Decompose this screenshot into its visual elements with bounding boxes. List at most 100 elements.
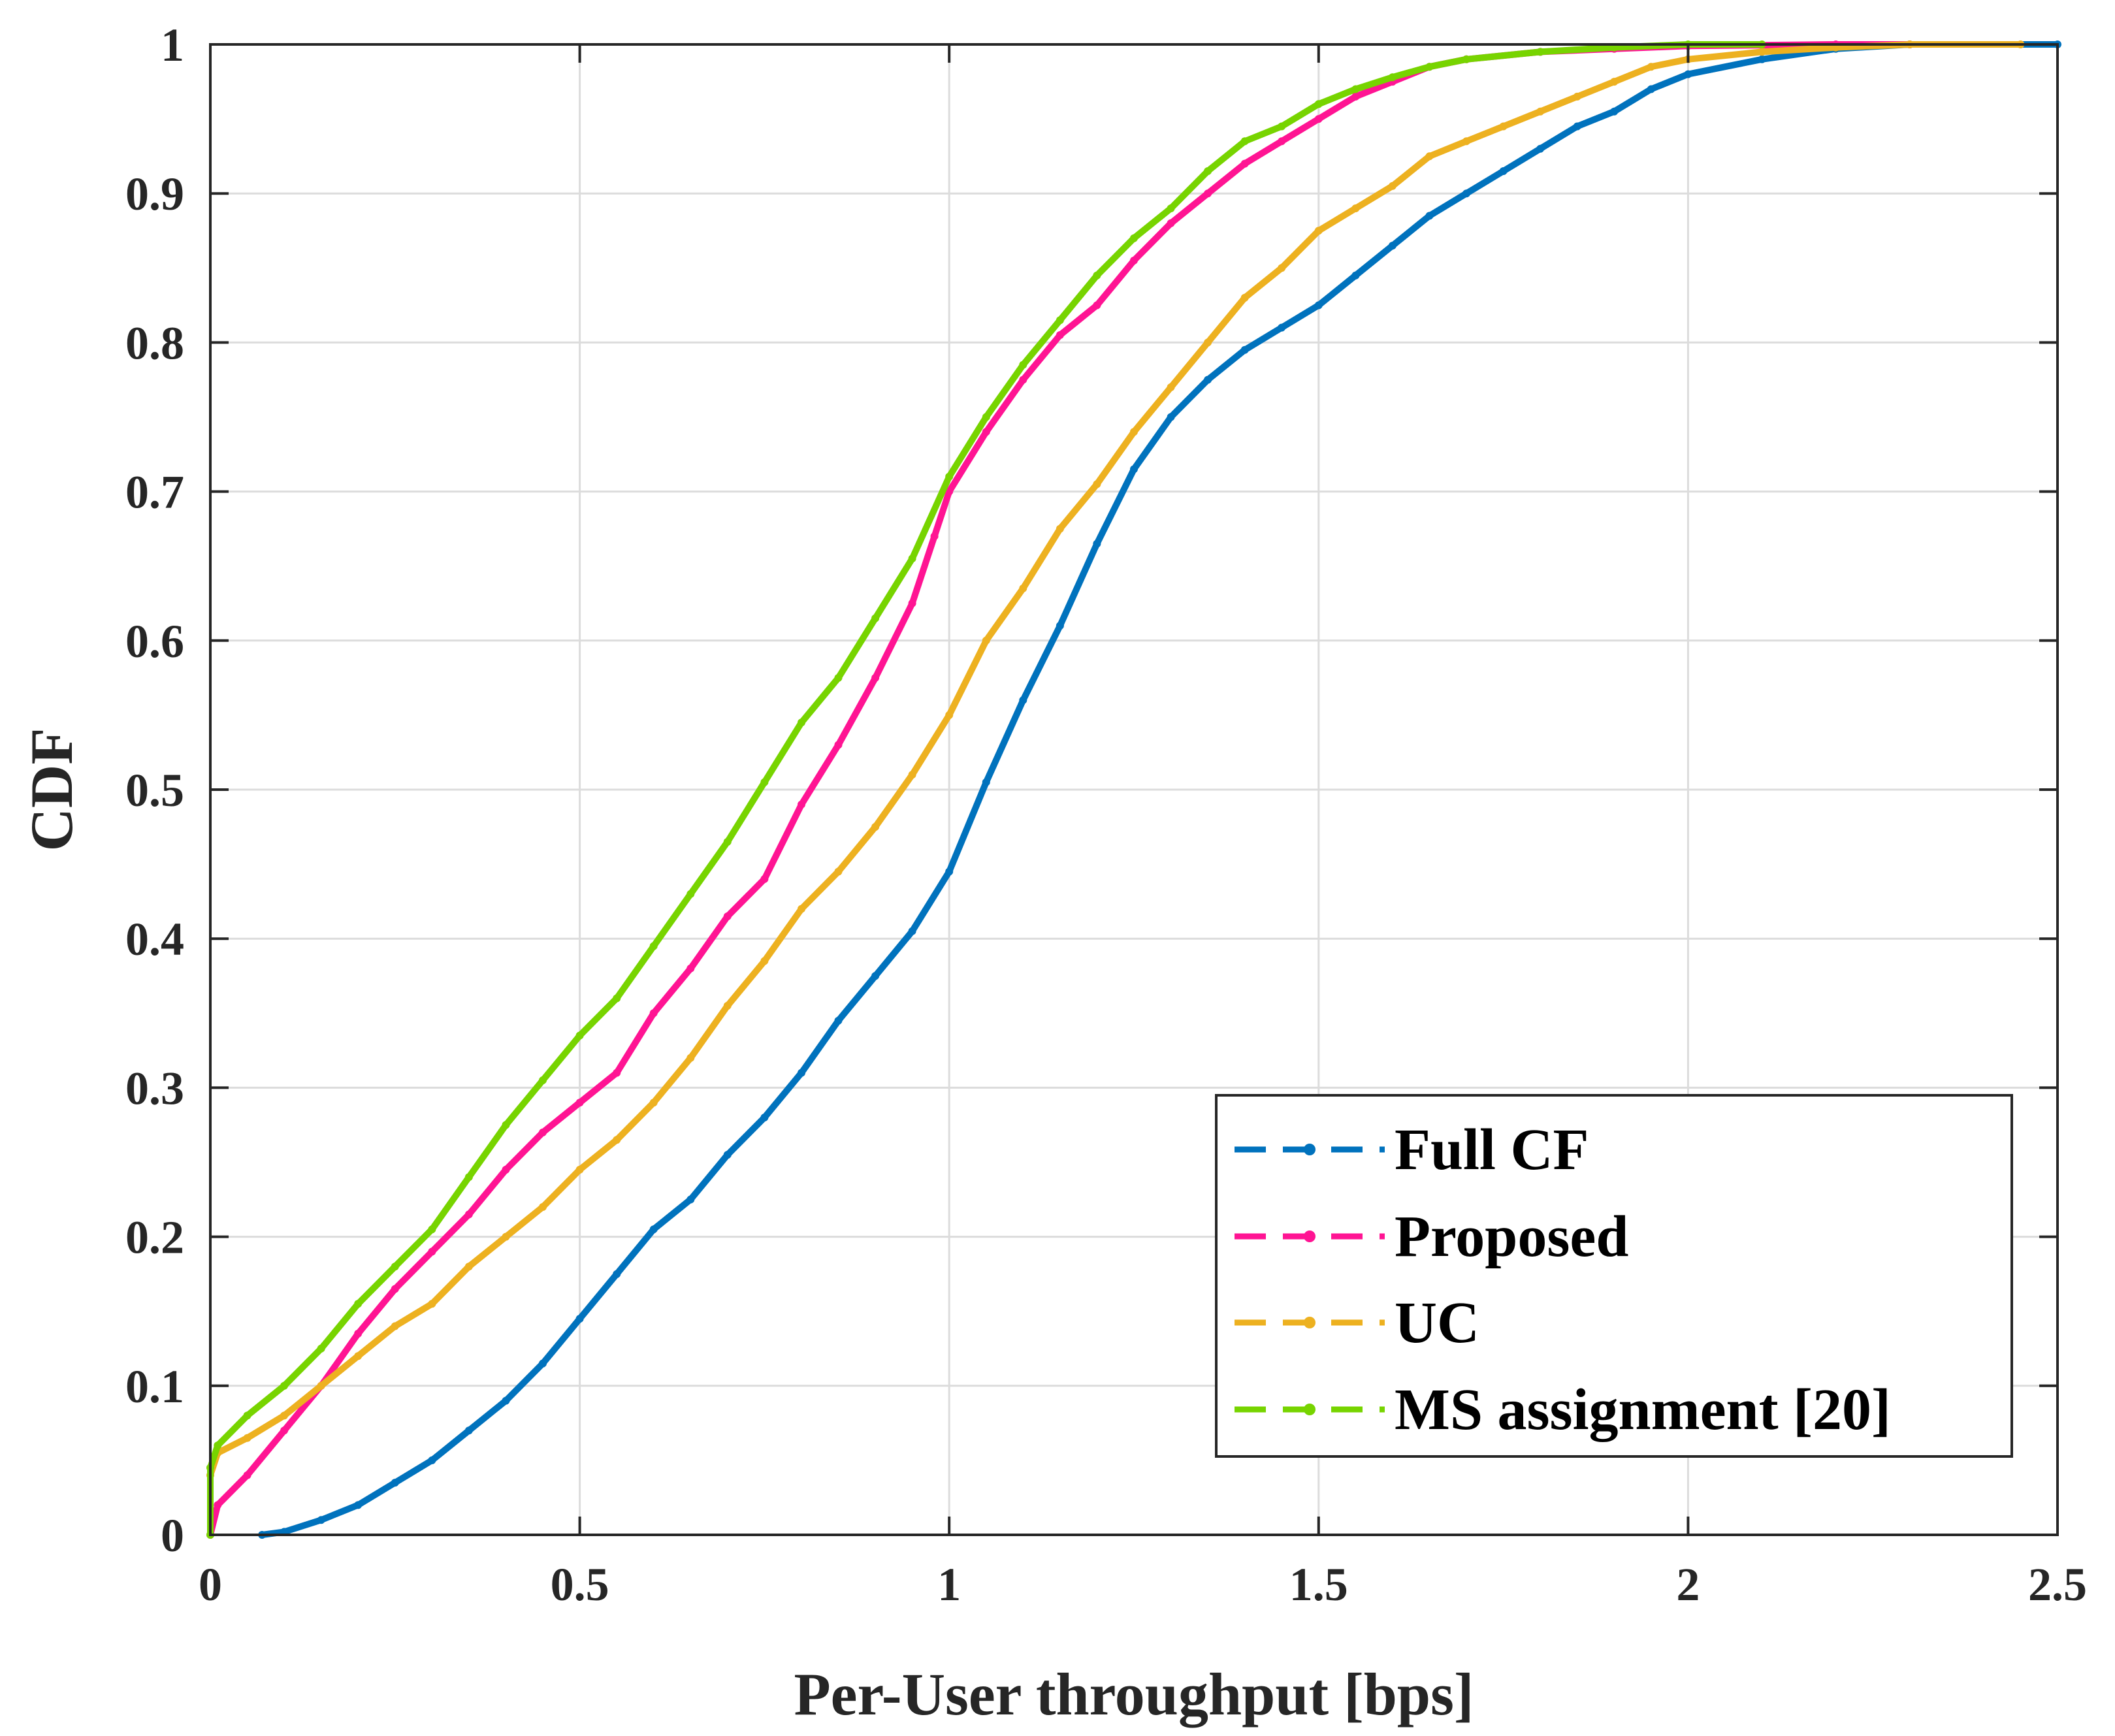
data-point xyxy=(1167,413,1175,421)
data-point xyxy=(502,1396,510,1405)
data-point xyxy=(243,1471,251,1479)
data-point xyxy=(1351,85,1360,93)
series-line xyxy=(259,41,2061,1538)
x-tick-label: 1.5 xyxy=(1289,1558,1348,1611)
grid xyxy=(210,44,2058,1535)
series-full-cf xyxy=(258,40,2061,1539)
data-point xyxy=(1314,227,1323,235)
data-point xyxy=(1019,376,1027,384)
data-point xyxy=(280,1426,289,1435)
y-tick-label: 0.8 xyxy=(125,317,184,369)
data-point xyxy=(613,1270,621,1278)
data-point xyxy=(464,1426,473,1435)
data-point xyxy=(317,1344,325,1353)
data-point xyxy=(798,1069,805,1077)
data-point xyxy=(502,1121,510,1129)
data-point xyxy=(945,711,954,719)
data-point xyxy=(1019,361,1027,369)
data-point xyxy=(1278,323,1286,332)
data-point xyxy=(214,1441,222,1450)
x-tick-label: 2 xyxy=(1676,1558,1700,1611)
data-point xyxy=(1388,242,1397,250)
data-point xyxy=(871,972,880,980)
data-point xyxy=(1388,182,1397,190)
data-point xyxy=(834,673,843,682)
data-point xyxy=(945,472,954,481)
data-point xyxy=(649,1009,658,1018)
legend: Full CF Proposed UC MS assignment [20] xyxy=(1215,1094,2013,1458)
data-point xyxy=(575,1315,584,1323)
data-point xyxy=(1462,55,1470,63)
data-point xyxy=(908,599,916,607)
data-point xyxy=(798,905,805,913)
data-point xyxy=(575,1031,584,1040)
data-point xyxy=(834,741,843,749)
data-point xyxy=(908,927,916,935)
data-point xyxy=(354,1501,363,1509)
data-point xyxy=(1647,85,1655,93)
y-tick-label: 0 xyxy=(161,1509,184,1562)
y-axis-title: CDF xyxy=(18,728,85,851)
data-point xyxy=(354,1329,363,1338)
data-point xyxy=(428,1225,436,1234)
data-point xyxy=(1130,428,1138,436)
y-tick-label: 1 xyxy=(161,19,184,71)
data-point xyxy=(464,1262,473,1271)
data-point xyxy=(982,428,990,436)
data-point xyxy=(1278,122,1286,131)
legend-label: Full CF xyxy=(1395,1117,1589,1182)
data-point xyxy=(1610,107,1619,116)
data-point xyxy=(649,1225,658,1234)
y-tick-label: 0.3 xyxy=(125,1062,184,1114)
data-point xyxy=(1499,167,1508,175)
data-point xyxy=(1130,234,1138,242)
data-point xyxy=(1278,137,1286,146)
data-point xyxy=(1204,338,1212,347)
data-point xyxy=(686,1053,695,1062)
data-point xyxy=(1314,115,1323,123)
legend-item: Proposed xyxy=(1235,1204,1628,1269)
data-point xyxy=(1425,63,1434,71)
data-point xyxy=(1093,301,1101,310)
data-point xyxy=(1130,465,1138,474)
data-point xyxy=(908,771,916,779)
y-tick-label: 0.4 xyxy=(125,913,184,965)
data-point xyxy=(908,555,916,563)
data-point xyxy=(1204,189,1212,198)
data-point xyxy=(871,673,880,682)
data-point xyxy=(1204,167,1212,175)
data-point xyxy=(1019,696,1027,705)
data-point xyxy=(760,875,769,883)
data-point xyxy=(1314,301,1323,310)
data-point xyxy=(798,800,805,809)
data-point xyxy=(1351,271,1360,280)
data-point xyxy=(1758,55,1766,63)
data-point xyxy=(243,1434,251,1442)
y-tick-label: 0.2 xyxy=(125,1212,184,1264)
legend-label: Proposed xyxy=(1395,1204,1628,1269)
data-point xyxy=(1167,219,1175,227)
data-point xyxy=(317,1516,325,1524)
data-point xyxy=(1167,383,1175,391)
data-point xyxy=(391,1322,399,1330)
series-layer xyxy=(206,40,2061,1539)
data-point xyxy=(1056,622,1064,630)
data-point xyxy=(464,1173,473,1181)
data-point xyxy=(930,532,939,541)
data-point xyxy=(982,636,990,645)
data-point xyxy=(502,1232,510,1241)
data-point xyxy=(1130,256,1138,265)
data-point xyxy=(1684,70,1692,78)
legend-marker xyxy=(1304,1230,1316,1242)
series-ms-assignment-20 xyxy=(206,40,1766,1539)
data-point xyxy=(1536,107,1545,116)
data-point xyxy=(1093,480,1101,489)
data-point xyxy=(760,1114,769,1121)
data-point xyxy=(1647,63,1655,71)
data-point xyxy=(613,1136,621,1144)
data-point xyxy=(1425,152,1434,161)
data-point xyxy=(1536,144,1545,153)
data-point xyxy=(1240,137,1249,146)
data-point xyxy=(464,1210,473,1219)
